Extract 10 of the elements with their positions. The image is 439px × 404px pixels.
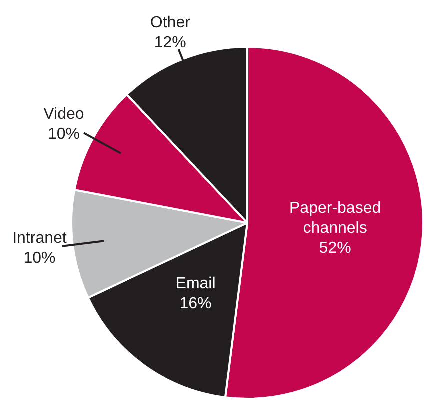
slice-label: Paper-based channels [290,200,382,237]
data-label: 12% [154,34,186,52]
slice-label: Email [176,276,216,293]
slice-label: Video [44,106,84,124]
data-label: 52% [319,240,352,257]
data-label: 10% [48,126,80,144]
slice-label: Other [150,14,192,32]
data-label: 10% [24,250,56,267]
slice-label: Intranet [12,230,68,247]
data-label: 16% [180,296,212,313]
